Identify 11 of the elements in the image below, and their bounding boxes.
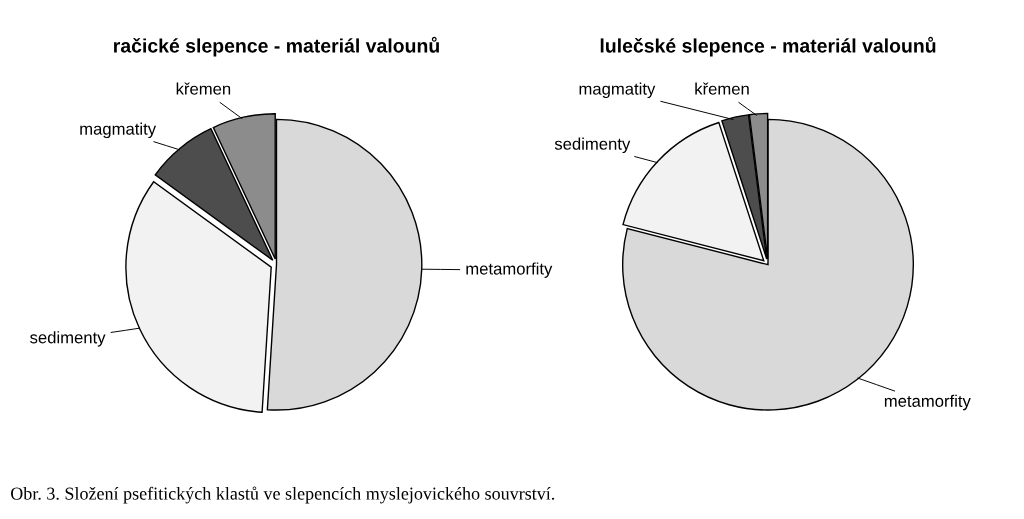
slice-label: magmatity xyxy=(80,122,157,139)
text: Obr. 3. Složení psefitických klastů ve slepencích myslejovického souvrství. xyxy=(10,486,555,504)
chart-title: lulečské slepence - materiál valounů xyxy=(600,36,936,57)
slice-label: metamorfity xyxy=(466,262,553,278)
slice-label: křemen xyxy=(695,82,749,95)
slice-label: sedimenty xyxy=(554,137,631,154)
slice-label: magmatity xyxy=(579,82,656,99)
slice-label: křemen xyxy=(176,82,231,95)
chart-title: račické slepence - materiál valounů xyxy=(114,36,439,57)
slice-label: metamorfity xyxy=(884,394,971,411)
slice-label: sedimenty xyxy=(30,331,106,347)
